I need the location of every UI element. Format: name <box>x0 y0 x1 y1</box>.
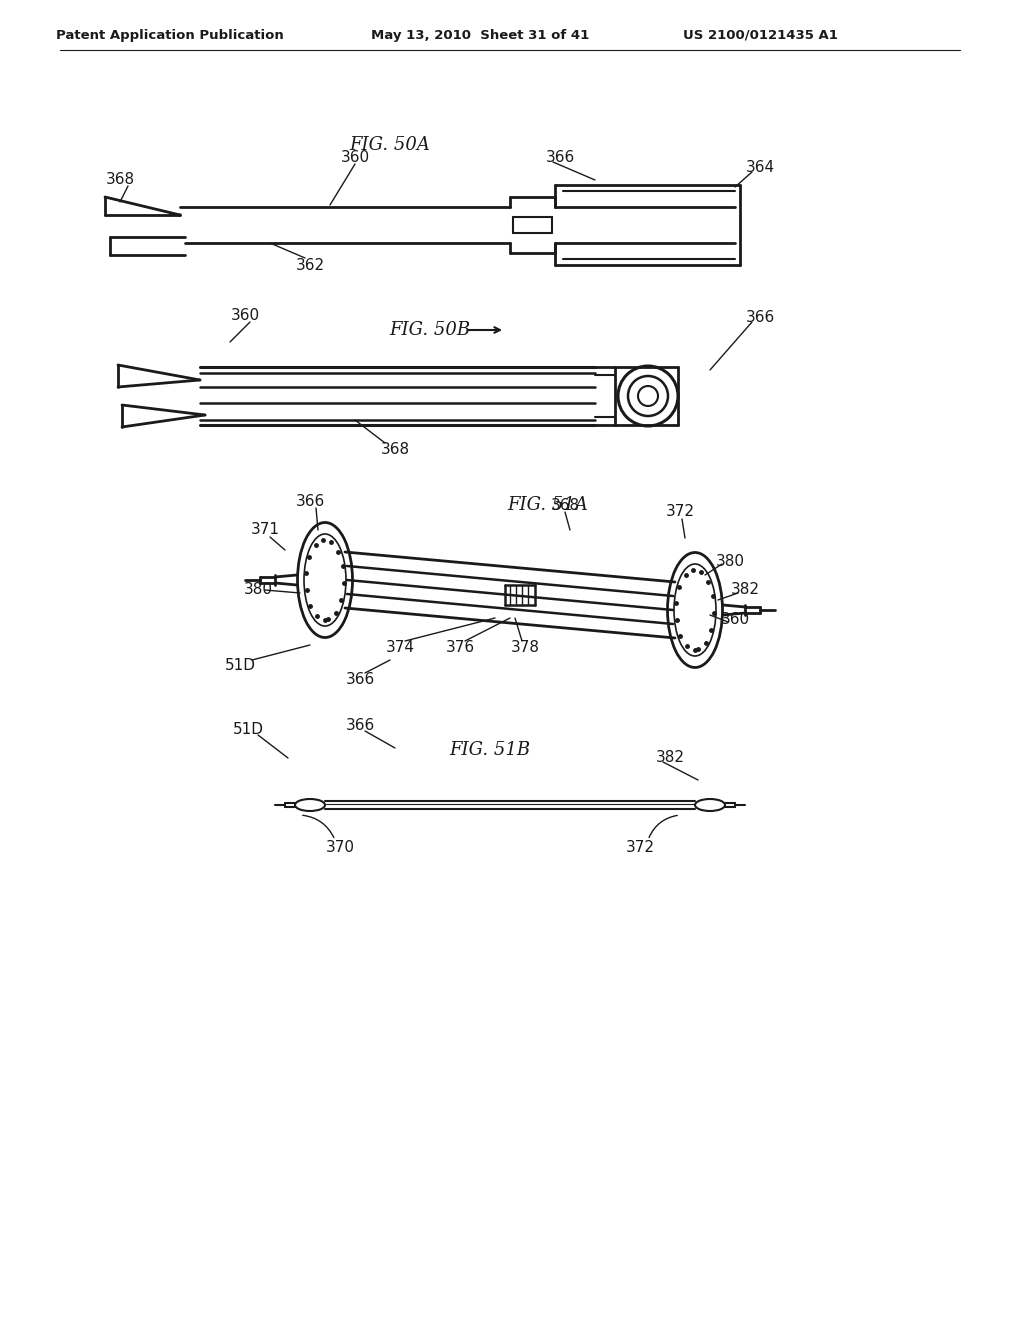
Text: May 13, 2010  Sheet 31 of 41: May 13, 2010 Sheet 31 of 41 <box>371 29 589 41</box>
Text: Patent Application Publication: Patent Application Publication <box>56 29 284 41</box>
Text: 382: 382 <box>730 582 760 598</box>
Text: 366: 366 <box>295 495 325 510</box>
Text: FIG. 50A: FIG. 50A <box>349 136 430 154</box>
Text: US 2100/0121435 A1: US 2100/0121435 A1 <box>683 29 838 41</box>
Text: 380: 380 <box>244 582 272 598</box>
Text: 378: 378 <box>511 640 540 656</box>
Text: 368: 368 <box>551 498 580 512</box>
Text: 360: 360 <box>340 149 370 165</box>
Text: 366: 366 <box>546 149 574 165</box>
Text: 382: 382 <box>655 750 684 764</box>
Text: 364: 364 <box>745 160 774 174</box>
Text: FIG. 51B: FIG. 51B <box>450 741 530 759</box>
Text: FIG. 51A: FIG. 51A <box>508 496 589 513</box>
Text: 370: 370 <box>326 841 354 855</box>
Text: 371: 371 <box>251 523 280 537</box>
Text: 362: 362 <box>296 257 325 272</box>
Text: 374: 374 <box>385 640 415 656</box>
Text: 372: 372 <box>626 841 654 855</box>
Text: 368: 368 <box>381 442 410 458</box>
Text: 51D: 51D <box>224 657 256 672</box>
Text: 366: 366 <box>745 309 774 325</box>
Text: 360: 360 <box>721 612 750 627</box>
Text: 376: 376 <box>445 640 474 656</box>
Text: 372: 372 <box>666 504 694 520</box>
Text: FIG. 50B: FIG. 50B <box>389 321 471 339</box>
Text: 366: 366 <box>345 672 375 688</box>
Text: 366: 366 <box>345 718 375 733</box>
Text: 360: 360 <box>230 308 259 322</box>
Text: 368: 368 <box>105 173 134 187</box>
Text: 51D: 51D <box>232 722 263 738</box>
Text: 380: 380 <box>716 554 744 569</box>
